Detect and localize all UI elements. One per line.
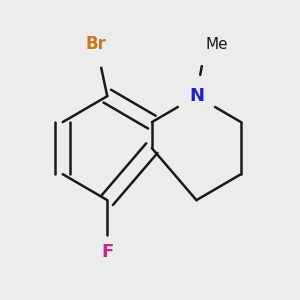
Text: N: N [189,87,204,105]
Text: Me: Me [206,37,228,52]
Text: Br: Br [86,35,106,53]
Text: F: F [101,243,113,261]
